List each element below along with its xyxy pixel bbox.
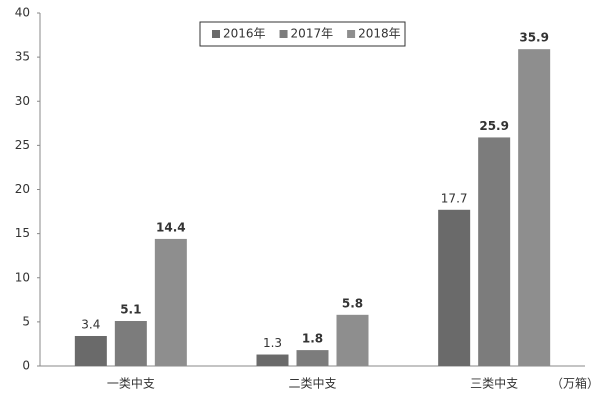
value-label: 1.3 xyxy=(263,336,282,350)
bar xyxy=(438,209,471,366)
x-tick-label: 一类中支 xyxy=(107,376,155,391)
value-label: 14.4 xyxy=(156,220,186,234)
y-tick-label: 20 xyxy=(15,182,30,196)
legend-label: 2018年 xyxy=(358,27,401,41)
y-tick-label: 35 xyxy=(15,50,30,64)
legend-label: 2016年 xyxy=(223,27,266,41)
bar xyxy=(74,335,107,366)
value-label: 3.4 xyxy=(81,317,100,331)
legend-swatch xyxy=(212,30,220,38)
legend-box xyxy=(199,21,406,47)
bar xyxy=(478,137,511,366)
value-label: 35.9 xyxy=(519,31,549,45)
bar xyxy=(336,314,369,366)
value-label: 5.8 xyxy=(342,296,363,310)
legend-label: 2017年 xyxy=(291,27,334,41)
value-label: 5.1 xyxy=(120,302,141,316)
y-tick-label: 30 xyxy=(15,94,30,108)
y-tick-label: 10 xyxy=(15,270,30,284)
y-tick-label: 40 xyxy=(15,6,30,20)
y-tick-label: 25 xyxy=(15,138,30,152)
bar xyxy=(154,238,187,366)
x-tick-label: 三类中支 xyxy=(470,376,518,391)
value-label: 1.8 xyxy=(302,332,323,346)
y-tick-label: 0 xyxy=(22,359,30,373)
value-label: 25.9 xyxy=(479,119,509,133)
y-tick-label: 15 xyxy=(15,226,30,240)
x-tick-label: 二类中支 xyxy=(288,376,336,391)
value-label: 17.7 xyxy=(441,191,468,205)
bar xyxy=(296,350,329,366)
bar xyxy=(114,320,147,366)
x-unit-label: （万箱） xyxy=(551,376,599,391)
y-tick-label: 5 xyxy=(22,314,30,328)
bar xyxy=(256,354,289,366)
legend-swatch xyxy=(347,30,356,38)
legend-swatch xyxy=(279,30,288,38)
bar xyxy=(518,49,551,367)
